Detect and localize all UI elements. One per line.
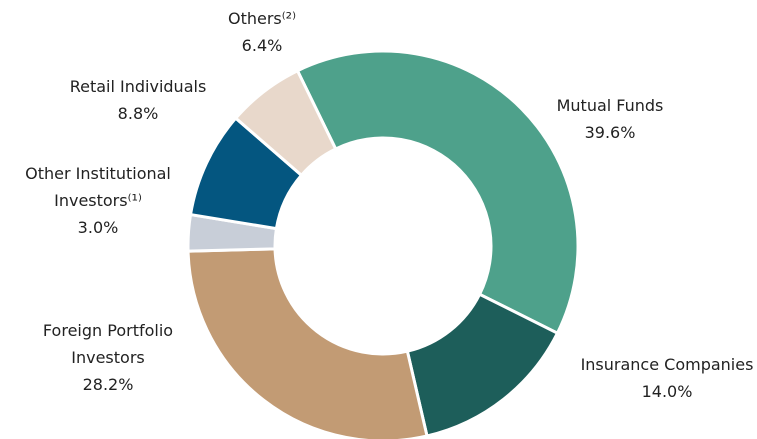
category-name: Retail Individuals <box>69 77 207 96</box>
slice-label: Retail Individuals 8.8% <box>28 73 248 127</box>
slice-label: Insurance Companies 14.0% <box>547 351 757 405</box>
value-label: 14.0% <box>641 382 693 401</box>
category-name: Other Institutional Investors⁽¹⁾ <box>25 164 171 210</box>
value-label: 8.8% <box>117 104 159 123</box>
value-label: 39.6% <box>584 123 636 142</box>
donut-slice <box>186 247 429 439</box>
category-name: Others⁽²⁾ <box>227 9 297 28</box>
slice-label: Mutual Funds 39.6% <box>500 92 720 146</box>
donut-slice <box>233 68 338 178</box>
value-label: 28.2% <box>82 375 134 394</box>
donut-slice <box>295 49 580 336</box>
slice-label: Foreign Portfolio Investors 28.2% <box>21 317 196 398</box>
category-name: Mutual Funds <box>556 96 664 115</box>
slice-label: Other Institutional Investors⁽¹⁾ 3.0% <box>3 160 193 241</box>
value-label: 3.0% <box>77 218 119 237</box>
slice-label: Others⁽²⁾ 6.4% <box>202 5 322 59</box>
value-label: 6.4% <box>241 36 283 55</box>
category-name: Insurance Companies <box>580 355 754 374</box>
category-name: Foreign Portfolio Investors <box>42 321 174 367</box>
